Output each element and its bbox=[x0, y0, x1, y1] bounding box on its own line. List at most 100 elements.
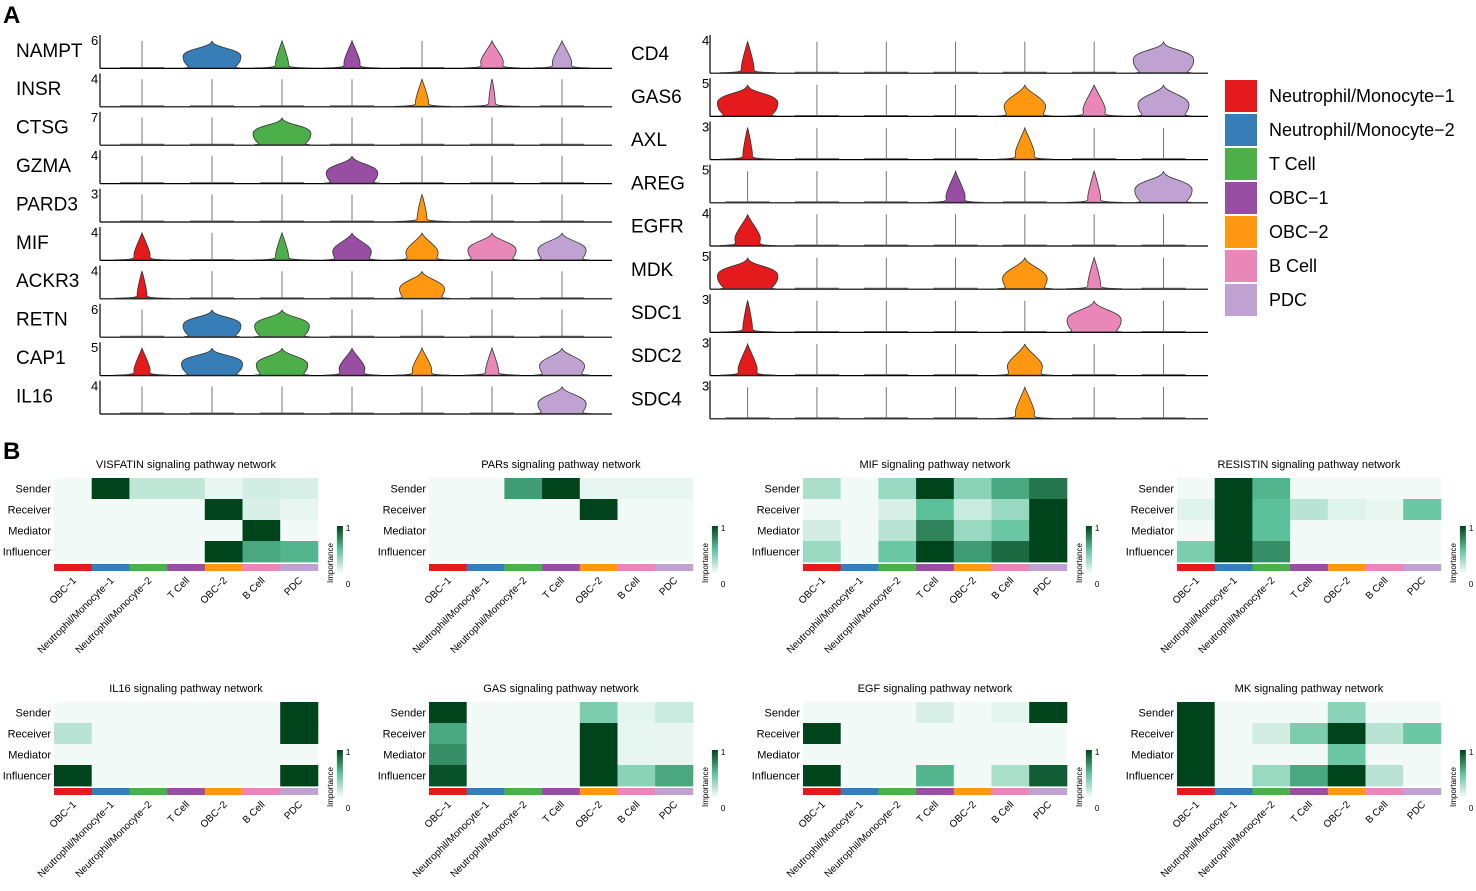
heatmap-cell bbox=[280, 765, 319, 787]
heatmap-column-colorbar bbox=[1214, 564, 1253, 571]
heatmap-cell bbox=[167, 744, 206, 766]
heatmap-cell bbox=[1327, 765, 1366, 787]
heatmap-column-colorbar bbox=[504, 564, 543, 571]
legend-label: OBC−1 bbox=[1269, 188, 1329, 208]
heatmap-row-label: Influencer bbox=[752, 547, 801, 559]
heatmap-cell bbox=[504, 520, 543, 542]
violin-ymax-tick: 4 bbox=[91, 263, 98, 278]
heatmap-cell bbox=[429, 744, 468, 766]
heatmap-cell bbox=[991, 499, 1030, 521]
heatmap-cell bbox=[655, 723, 694, 745]
violin-ymax-tick: 4 bbox=[702, 206, 709, 221]
heatmap-cell bbox=[1403, 541, 1442, 563]
heatmap-cell bbox=[1214, 765, 1253, 787]
heatmap-cell bbox=[617, 723, 656, 745]
heatmap-row-label: Influencer bbox=[378, 771, 427, 783]
heatmap-row-label: Sender bbox=[391, 708, 427, 720]
violin-mark bbox=[996, 126, 1053, 160]
heatmap-cell bbox=[579, 499, 618, 521]
heatmap-column-label: T Cell bbox=[541, 575, 567, 601]
heatmap-cell bbox=[466, 765, 505, 787]
heatmap-cell bbox=[466, 499, 505, 521]
gene-label: MIF bbox=[16, 233, 49, 254]
violin-ymax-tick: 3 bbox=[702, 292, 709, 307]
violin-mark bbox=[323, 232, 381, 261]
heatmap-column-colorbar bbox=[129, 564, 168, 571]
heatmap-cell bbox=[878, 723, 917, 745]
heatmap-cell bbox=[1177, 499, 1216, 521]
colorbar-min: 0 bbox=[721, 804, 726, 813]
heatmap-column-label: OBC−1 bbox=[1171, 575, 1202, 606]
heatmap-cell bbox=[617, 541, 656, 563]
heatmap-cell bbox=[242, 765, 281, 787]
heatmap-cell bbox=[916, 520, 955, 542]
heatmap-column-label: PDC bbox=[657, 799, 680, 822]
heatmap-column-colorbar bbox=[803, 564, 841, 571]
heatmap-column-colorbar bbox=[840, 788, 879, 795]
violin-mark bbox=[719, 214, 776, 246]
colorbar-min: 0 bbox=[1469, 580, 1474, 589]
violin-mark bbox=[463, 78, 521, 107]
heatmap-cell bbox=[280, 478, 319, 500]
heatmap-cell bbox=[1365, 723, 1404, 745]
violin-mark bbox=[996, 385, 1053, 419]
heatmap-cell bbox=[953, 499, 992, 521]
heatmap-title: EGF signaling pathway network bbox=[858, 683, 1013, 695]
heatmap-column-colorbar bbox=[204, 788, 243, 795]
heatmap-cell bbox=[1177, 541, 1216, 563]
heatmap-cell bbox=[878, 499, 917, 521]
violin-ymax-tick: 3 bbox=[702, 379, 709, 394]
heatmap-column-colorbar bbox=[91, 788, 130, 795]
gene-label: MDK bbox=[631, 260, 674, 281]
heatmap-column-label: B Cell bbox=[1364, 799, 1391, 826]
heatmap-cell bbox=[1177, 765, 1216, 787]
colorbar-min: 0 bbox=[1095, 580, 1100, 589]
heatmap-column-colorbar bbox=[1029, 564, 1068, 571]
heatmap-column-colorbar bbox=[1327, 564, 1366, 571]
heatmap-cell bbox=[542, 702, 581, 724]
heatmap-cell bbox=[504, 541, 543, 563]
heatmap-cell bbox=[953, 520, 992, 542]
heatmap-cell bbox=[1403, 744, 1442, 766]
heatmap-row-label: Influencer bbox=[378, 547, 427, 559]
heatmap-column-colorbar bbox=[167, 564, 206, 571]
heatmap-column-colorbar bbox=[1365, 788, 1404, 795]
violin-mark bbox=[533, 347, 591, 376]
heatmap-column-label: Neutrophil/Monocyte−1 bbox=[36, 575, 117, 656]
heatmap-cell bbox=[1177, 478, 1216, 500]
heatmap-column-label: PDC bbox=[282, 575, 305, 598]
heatmap-cell bbox=[1214, 541, 1253, 563]
heatmap-cell bbox=[466, 520, 505, 542]
legend-swatch bbox=[1225, 148, 1257, 180]
heatmap-cell bbox=[878, 541, 917, 563]
heatmap-cell bbox=[916, 478, 955, 500]
violin-mark bbox=[463, 232, 521, 261]
violin-mark bbox=[323, 39, 381, 69]
heatmap-cell bbox=[1403, 702, 1442, 724]
heatmap-cell bbox=[1029, 723, 1068, 745]
heatmap-cell bbox=[280, 499, 319, 521]
heatmap-column-label: T Cell bbox=[541, 799, 567, 825]
heatmap-cell bbox=[916, 723, 955, 745]
heatmap-cell bbox=[1365, 520, 1404, 542]
violin-plots: NAMPT 6 INSR 4 CTSG 7 GZMA 4 PARD3 3 MIF 4 ACKR3 4 RET… bbox=[16, 33, 1208, 420]
heatmap-cell bbox=[204, 499, 243, 521]
importance-colorbar bbox=[1459, 750, 1466, 797]
heatmap-cell bbox=[1214, 744, 1253, 766]
gene-label: INSR bbox=[16, 79, 61, 100]
heatmap-cell bbox=[1252, 520, 1291, 542]
heatmap-cell bbox=[1327, 702, 1366, 724]
heatmap-row-label: Sender bbox=[765, 708, 801, 720]
heatmap-cell bbox=[1252, 499, 1291, 521]
heatmap-cell bbox=[953, 541, 992, 563]
colorbar-min: 0 bbox=[346, 804, 351, 813]
heatmap-column-label: OBC−1 bbox=[423, 799, 454, 830]
heatmap-column-colorbar bbox=[280, 788, 319, 795]
violin-ymax-tick: 4 bbox=[91, 71, 98, 86]
legend-label: B Cell bbox=[1269, 256, 1317, 276]
importance-colorbar bbox=[336, 750, 343, 797]
heatmap-cell bbox=[542, 765, 581, 787]
heatmap-cell bbox=[542, 478, 581, 500]
heatmap-cell bbox=[91, 744, 130, 766]
heatmap-column-label: T Cell bbox=[166, 799, 192, 825]
